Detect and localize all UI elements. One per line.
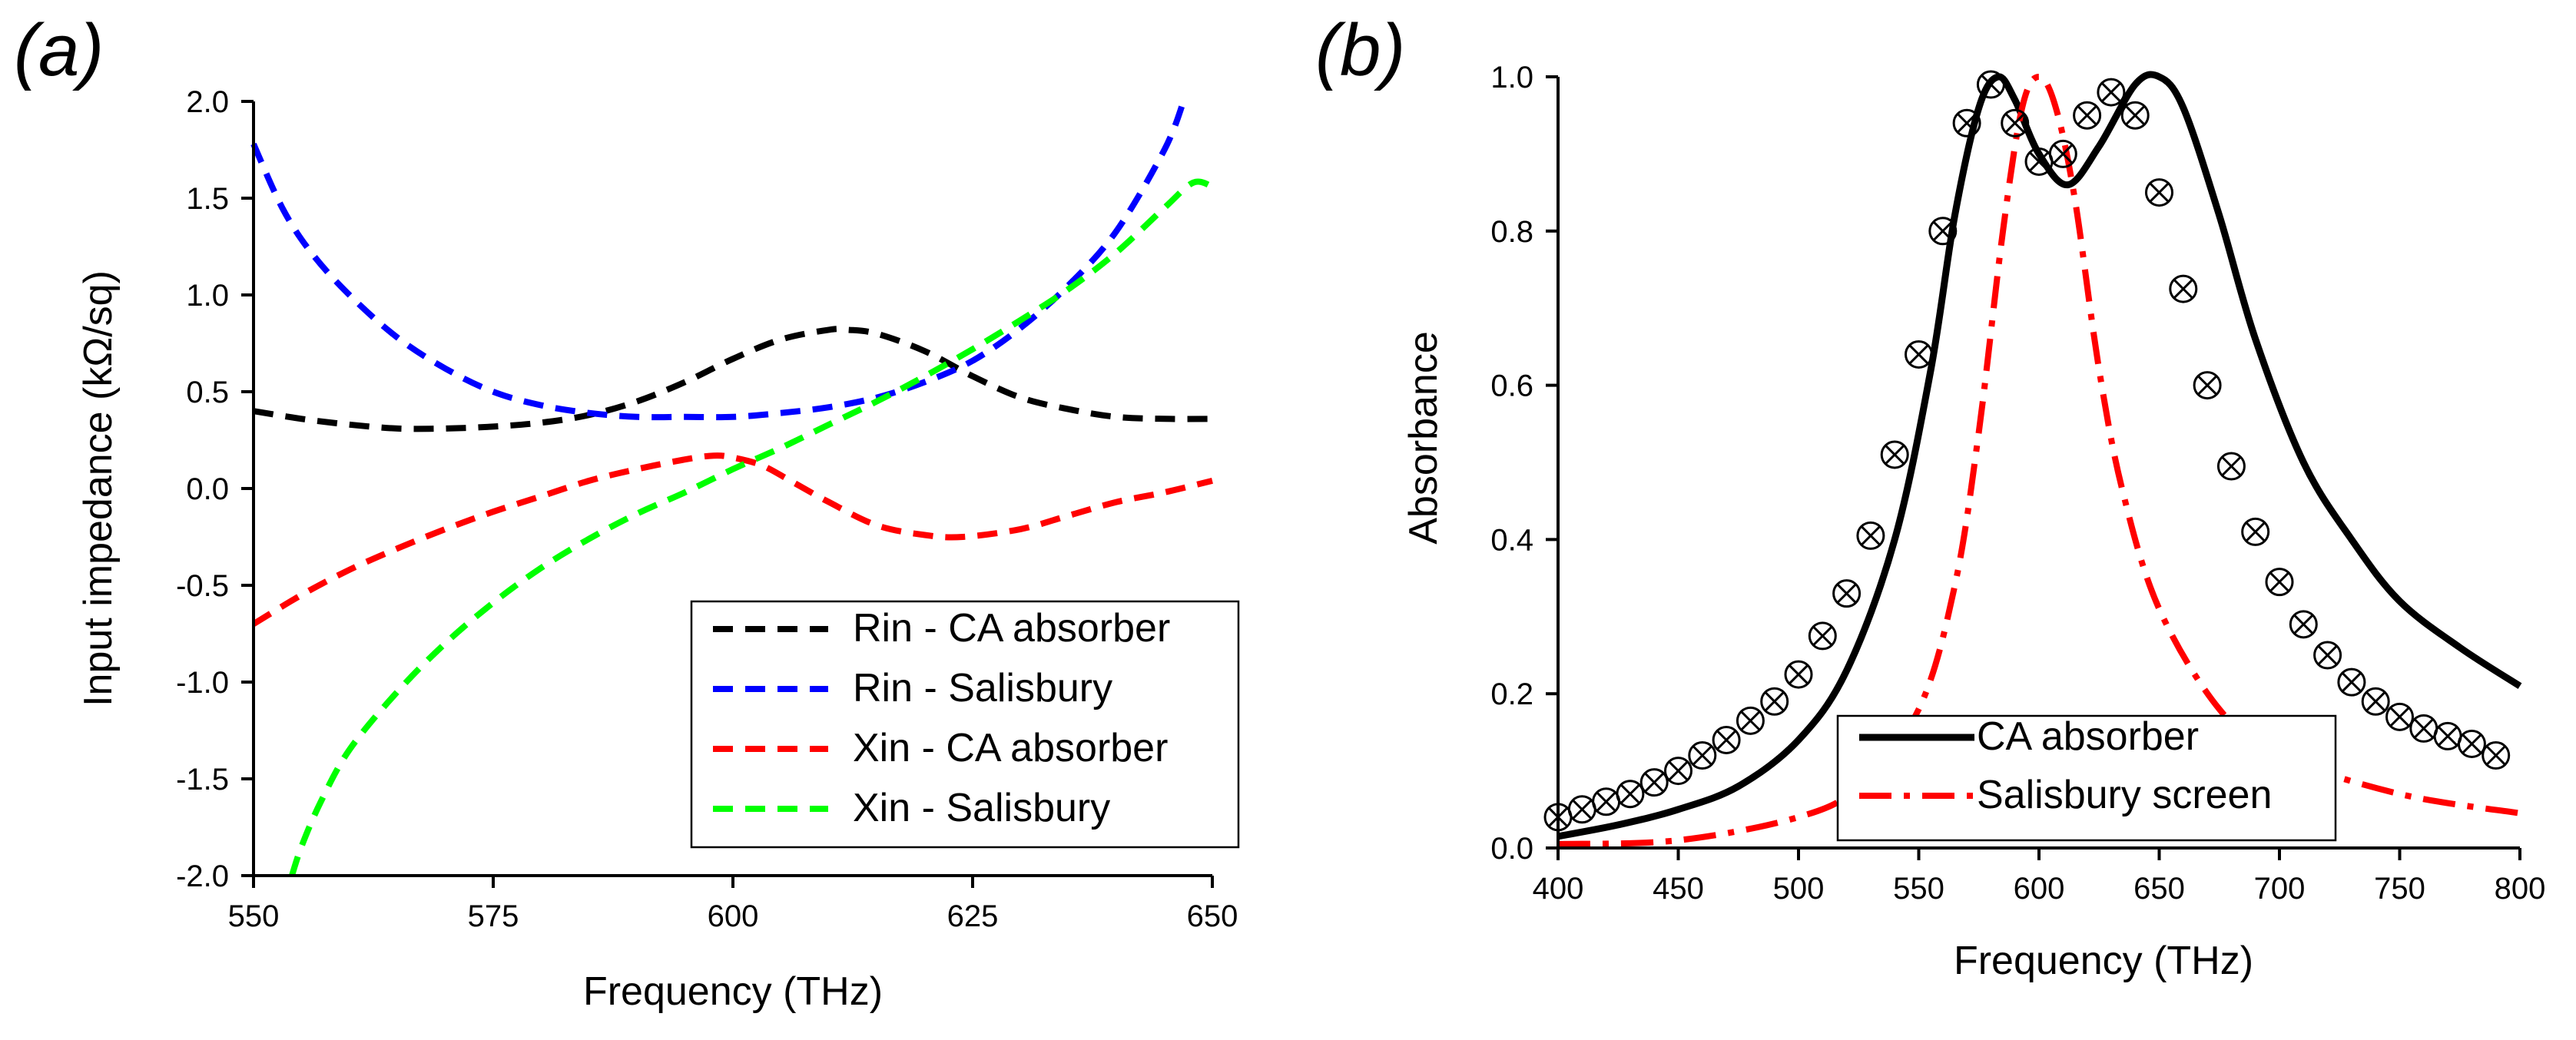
panel-b-marker bbox=[1567, 795, 1596, 824]
panel-b-marker bbox=[1712, 725, 1741, 754]
panel-b-marker bbox=[1880, 440, 1909, 469]
panel-a-legend-label: Xin - Salisbury bbox=[853, 786, 1110, 830]
panel-b-marker bbox=[2433, 721, 2462, 750]
panel-b-y-tick-label: 0.4 bbox=[1490, 523, 1533, 557]
panel-b-marker bbox=[1808, 621, 1837, 651]
panel-b-x-tick-label: 650 bbox=[2133, 872, 2185, 906]
panel-b-x-tick-label: 700 bbox=[2254, 872, 2306, 906]
panel-b-marker bbox=[1905, 339, 1933, 369]
panel-b-x-axis-title: Frequency (THz) bbox=[1954, 939, 2253, 983]
panel-b-marker bbox=[2409, 714, 2438, 743]
panel-b-marker bbox=[1592, 787, 1621, 816]
panel-b-marker bbox=[1664, 757, 1692, 786]
panel-b-x-tick-label: 550 bbox=[1893, 872, 1944, 906]
panel-a-series-xin-ca-absorber bbox=[251, 452, 1213, 627]
panel-b-y-tick-label: 0.2 bbox=[1490, 677, 1533, 711]
panel-b-marker bbox=[1616, 780, 1645, 809]
panel-a-x-tick-label: 600 bbox=[708, 899, 759, 933]
panel-b-marker bbox=[2337, 667, 2366, 697]
panel-b-marker bbox=[2241, 517, 2270, 546]
panel-a-series-rin-ca-absorber bbox=[253, 326, 1213, 432]
panel-b-marker bbox=[2457, 729, 2486, 758]
panel-a-y-axis-title: Input impedance (kΩ/sq) bbox=[76, 270, 121, 707]
panel-b-marker bbox=[1976, 70, 2005, 99]
panel-b-legend-label: Salisbury screen bbox=[1977, 773, 2272, 817]
panel-a-legend-label: Rin - CA absorber bbox=[853, 606, 1170, 651]
panel-b-marker bbox=[2145, 178, 2173, 207]
panel-a-y-tick-label: 0.5 bbox=[186, 376, 229, 409]
panel-a-series-rin-salisbury bbox=[250, 100, 1187, 421]
panel-b-y-axis-title: Absorbance bbox=[1401, 331, 1446, 545]
panel-a-series bbox=[250, 100, 1214, 877]
panel-a-series-xin-salisbury bbox=[289, 178, 1214, 877]
panel-b-marker bbox=[2289, 610, 2318, 639]
panel-b-marker bbox=[2120, 101, 2150, 130]
panel-a-y-tick-label: 1.0 bbox=[186, 279, 229, 313]
panel-b-marker bbox=[1639, 768, 1669, 797]
panel-b-legend: CA absorber Salisbury screen bbox=[1836, 714, 2337, 842]
panel-a-y-tick-label: 2.0 bbox=[186, 85, 229, 119]
panel-b-marker bbox=[2001, 108, 2030, 137]
panel-a-y-tick-label: -1.5 bbox=[176, 763, 229, 797]
panel-b-marker bbox=[2385, 702, 2414, 731]
panel-a-x-tick-label: 650 bbox=[1187, 899, 1238, 933]
panel-b-marker bbox=[2265, 568, 2294, 597]
panel-a-legend-label: Xin - CA absorber bbox=[853, 726, 1168, 770]
panel-a-y-tick-label: -0.5 bbox=[176, 569, 229, 603]
panel-a-y-tick-label: -1.0 bbox=[176, 666, 229, 700]
panel-b-series-measured bbox=[1543, 70, 2511, 832]
panel-b-series-salisbury-screen bbox=[1557, 73, 2521, 847]
panel-b-marker bbox=[1856, 521, 1885, 550]
panel-b-ticks: 400 450 500 550 600 650 700 750 800 0.0 0.2 0.4 0.6 0… bbox=[1490, 61, 2545, 906]
panel-a-x-tick-label: 575 bbox=[468, 899, 519, 933]
panel-b-x-tick-label: 750 bbox=[2374, 872, 2425, 906]
panel-a-label: (a) bbox=[14, 9, 104, 91]
panel-b-marker bbox=[2169, 274, 2198, 303]
panel-b-marker bbox=[1688, 741, 1717, 770]
panel-b-legend-label: CA absorber bbox=[1977, 714, 2199, 759]
panel-b-marker bbox=[2361, 687, 2390, 716]
panel-b-marker bbox=[2048, 139, 2077, 168]
panel-b-marker bbox=[1832, 579, 1862, 608]
panel-a-x-tick-label: 625 bbox=[947, 899, 999, 933]
panel-b-series bbox=[1543, 70, 2522, 847]
panel-b-x-tick-label: 400 bbox=[1533, 872, 1584, 906]
panel-b-x-tick-label: 600 bbox=[2014, 872, 2065, 906]
panel-a-ticks: 550 575 600 625 650 -2.0 -1.5 -1.0 -0.5 0.0 0.5 1.0… bbox=[176, 85, 1238, 933]
panel-b-series-ca-absorber bbox=[1557, 71, 2522, 840]
panel-b-marker bbox=[2097, 78, 2126, 107]
panel-b-x-tick-label: 450 bbox=[1653, 872, 1704, 906]
panel-b-marker bbox=[2193, 371, 2222, 400]
panel-b-marker bbox=[1760, 687, 1789, 716]
panel-b-marker bbox=[2216, 452, 2246, 481]
panel-a: (a) 550 575 600 625 650 -2.0 -1.5 -1.0 -0.5 0.0 0.… bbox=[14, 9, 1240, 1014]
panel-a-y-tick-label: -2.0 bbox=[176, 859, 229, 893]
panel-b-y-tick-label: 0.6 bbox=[1490, 369, 1533, 403]
panel-b-marker bbox=[1952, 108, 1981, 137]
panel-b: (b) 400 450 500 550 600 650 700 750 800 0.0 0.2 0.4… bbox=[1315, 9, 2545, 983]
panel-b-y-tick-label: 0.8 bbox=[1490, 215, 1533, 249]
panel-b-marker bbox=[1784, 660, 1813, 689]
panel-a-x-axis-title: Frequency (THz) bbox=[583, 969, 883, 1014]
panel-b-label: (b) bbox=[1315, 9, 1405, 91]
panel-b-marker bbox=[1736, 706, 1765, 735]
panel-b-y-tick-label: 1.0 bbox=[1490, 61, 1533, 94]
panel-b-x-tick-label: 800 bbox=[2495, 872, 2546, 906]
panel-b-x-tick-label: 500 bbox=[1773, 872, 1825, 906]
panel-b-marker bbox=[2073, 101, 2102, 130]
panel-b-marker bbox=[2313, 641, 2342, 670]
panel-b-y-tick-label: 0.0 bbox=[1490, 832, 1533, 866]
panel-a-legend: Rin - CA absorber Rin - Salisbury Xin - CA… bbox=[690, 600, 1240, 849]
panel-a-legend-label: Rin - Salisbury bbox=[853, 666, 1112, 710]
panel-a-x-tick-label: 550 bbox=[228, 899, 280, 933]
panel-a-y-tick-label: 1.5 bbox=[186, 182, 229, 216]
panel-b-marker bbox=[1928, 217, 1958, 246]
panel-b-marker bbox=[2482, 741, 2511, 770]
panel-a-y-tick-label: 0.0 bbox=[186, 472, 229, 506]
